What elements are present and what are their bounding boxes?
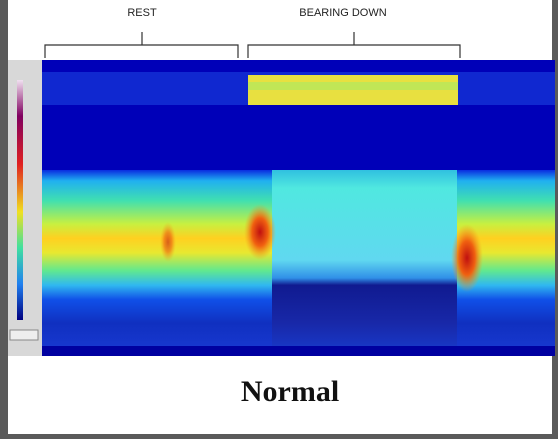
phase-label: BEARING DOWN (299, 7, 386, 19)
caption: Normal (241, 375, 339, 408)
color-bar (17, 80, 23, 320)
button (10, 330, 38, 340)
heatmap (42, 60, 555, 356)
phase-label: REST (127, 7, 157, 19)
figure: REST BEARING DOWN Normal (0, 0, 558, 434)
